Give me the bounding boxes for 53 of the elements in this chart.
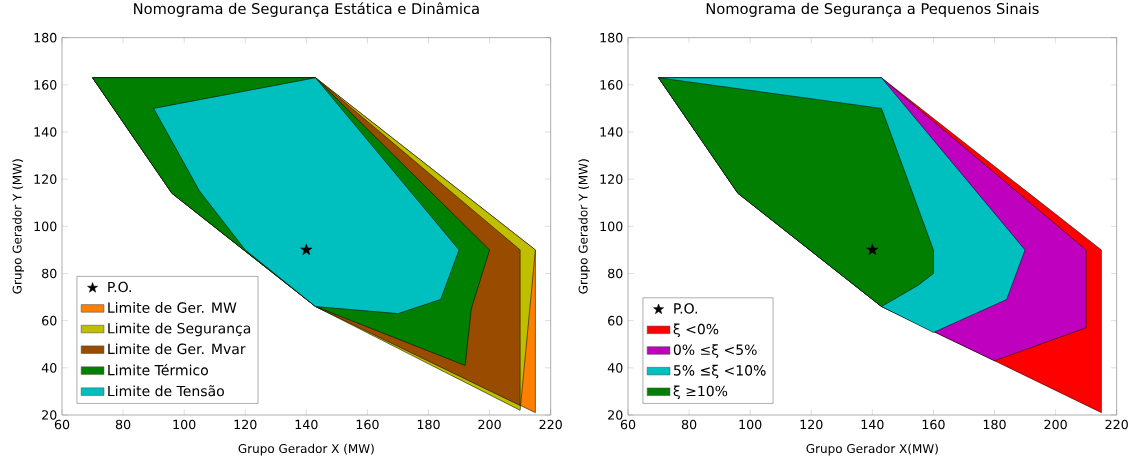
chart-title: Nomograma de Segurança a Pequenos Sinais bbox=[706, 2, 1039, 17]
x-tick-label: 220 bbox=[1105, 419, 1128, 430]
x-tick-label: 60 bbox=[620, 419, 636, 430]
x-tick-label: 180 bbox=[983, 419, 1006, 430]
x-axis-title: Grupo Gerador X(MW) bbox=[806, 443, 938, 456]
x-tick-label: 140 bbox=[295, 419, 318, 430]
x-tick-label: 80 bbox=[681, 419, 697, 430]
legend-label: Limite de Ger. MW bbox=[108, 302, 237, 313]
y-tick-label: 140 bbox=[34, 127, 57, 137]
x-tick-label: 80 bbox=[115, 419, 131, 430]
legend-label: ξ <0% bbox=[673, 323, 719, 338]
x-tick-label: 200 bbox=[478, 419, 501, 430]
legend-label: Limite Térmico bbox=[108, 364, 208, 376]
y-tick-label: 20 bbox=[608, 410, 623, 420]
y-tick-label: 120 bbox=[34, 174, 57, 184]
chart-title: Nomograma de Segurança Estática e Dinâmica bbox=[134, 2, 479, 17]
y-tick-label: 120 bbox=[600, 174, 623, 184]
legend-label: P.O. bbox=[674, 303, 697, 314]
legend-label: ξ ≥10% bbox=[673, 385, 728, 400]
y-tick-label: 100 bbox=[34, 221, 57, 232]
x-tick-label: 220 bbox=[539, 419, 562, 430]
x-axis-title: Grupo Gerador X (MW) bbox=[238, 443, 374, 456]
y-tick-label: 180 bbox=[600, 32, 623, 43]
y-tick-label: 20 bbox=[42, 410, 57, 420]
x-tick-label: 140 bbox=[861, 419, 884, 430]
y-axis-title: Grupo Gerador Y (MW) bbox=[578, 159, 590, 294]
y-tick-label: 40 bbox=[607, 363, 623, 373]
y-tick-label: 160 bbox=[600, 80, 623, 90]
y-tick-label: 160 bbox=[34, 80, 57, 90]
legend-label: 0% ≤ξ <5% bbox=[673, 344, 757, 358]
y-tick-label: 100 bbox=[600, 221, 623, 232]
x-tick-label: 180 bbox=[417, 419, 440, 430]
legend-label: 5% ≤ξ <10% bbox=[673, 364, 766, 379]
x-tick-label: 100 bbox=[739, 419, 762, 430]
y-tick-label: 180 bbox=[34, 32, 57, 43]
x-tick-label: 160 bbox=[922, 419, 945, 430]
x-tick-label: 120 bbox=[234, 419, 257, 430]
y-tick-label: 60 bbox=[42, 315, 57, 326]
legend-label: P.O. bbox=[108, 281, 131, 293]
legend-label: Limite de Segurança bbox=[108, 322, 251, 337]
y-tick-label: 60 bbox=[608, 315, 623, 326]
y-tick-label: 40 bbox=[41, 363, 57, 373]
x-tick-label: 200 bbox=[1044, 419, 1067, 430]
y-axis-title: Grupo Gerador Y (MW) bbox=[12, 159, 24, 294]
x-tick-label: 60 bbox=[54, 419, 70, 430]
x-tick-label: 100 bbox=[173, 419, 196, 430]
legend-label: Limite de Ger. Mvar bbox=[108, 343, 246, 355]
y-tick-label: 140 bbox=[600, 127, 623, 137]
legend-label: Limite de Tensão bbox=[108, 385, 224, 397]
x-tick-label: 160 bbox=[356, 419, 379, 430]
y-tick-label: 80 bbox=[608, 268, 623, 279]
x-tick-label: 120 bbox=[800, 419, 823, 430]
y-tick-label: 80 bbox=[42, 268, 57, 279]
